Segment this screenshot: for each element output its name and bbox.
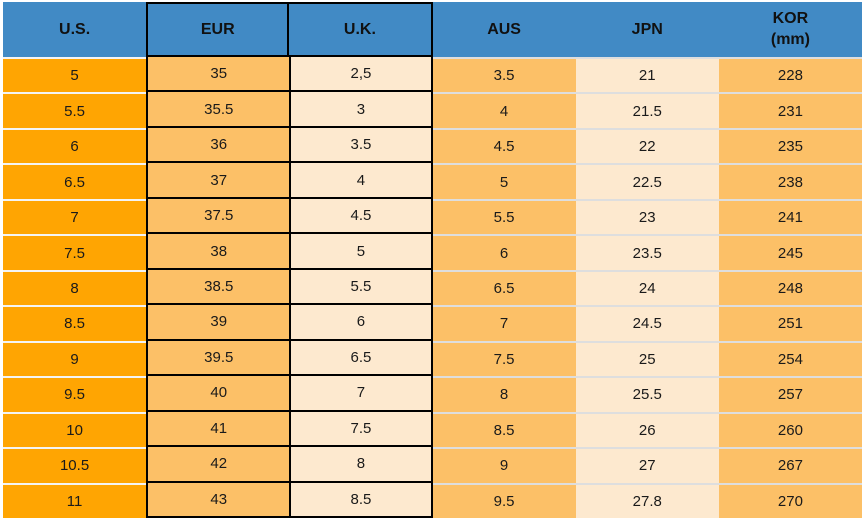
cell-jpn: 21 <box>575 57 719 93</box>
header-aus: AUS <box>432 2 576 57</box>
cell-uk: 4 <box>289 163 433 199</box>
cell-kor: 238 <box>718 163 862 199</box>
cell-kor: 235 <box>718 127 862 164</box>
cell-eur: 38.5 <box>146 269 290 306</box>
cell-us: 10 <box>3 411 147 448</box>
header-eur: EUR <box>146 2 290 57</box>
cell-uk: 7.5 <box>289 411 433 448</box>
cell-uk: 6 <box>289 305 433 341</box>
cell-aus: 8 <box>432 376 576 412</box>
cell-kor: 270 <box>718 482 862 518</box>
header-uk: U.K. <box>289 2 433 57</box>
cell-us: 8 <box>3 269 147 306</box>
header-kor: KOR (mm) <box>718 2 862 57</box>
cell-us: 7 <box>3 198 147 235</box>
cell-uk: 3.5 <box>289 127 433 164</box>
cell-us: 6.5 <box>3 163 147 199</box>
cell-us: 5.5 <box>3 92 147 128</box>
cell-aus: 4.5 <box>432 127 576 164</box>
cell-kor: 231 <box>718 92 862 128</box>
cell-uk: 6.5 <box>289 340 433 377</box>
table-grid: U.S. EUR U.K. AUS JPN KOR (mm) 5 35 2,5 … <box>3 2 862 518</box>
cell-kor: 228 <box>718 57 862 93</box>
cell-eur: 43 <box>146 482 290 518</box>
cell-eur: 35.5 <box>146 92 290 128</box>
cell-kor: 251 <box>718 305 862 341</box>
cell-jpn: 26 <box>575 411 719 448</box>
cell-jpn: 22 <box>575 127 719 164</box>
cell-kor: 267 <box>718 447 862 483</box>
cell-eur: 37.5 <box>146 198 290 235</box>
cell-kor: 257 <box>718 376 862 412</box>
cell-us: 9.5 <box>3 376 147 412</box>
cell-us: 11 <box>3 482 147 518</box>
cell-uk: 2,5 <box>289 57 433 93</box>
cell-kor: 241 <box>718 198 862 235</box>
cell-jpn: 25 <box>575 340 719 377</box>
cell-jpn: 22.5 <box>575 163 719 199</box>
cell-kor: 248 <box>718 269 862 306</box>
cell-kor: 245 <box>718 234 862 270</box>
cell-jpn: 27 <box>575 447 719 483</box>
cell-jpn: 21.5 <box>575 92 719 128</box>
header-kor-sublabel: (mm) <box>770 30 810 48</box>
cell-aus: 8.5 <box>432 411 576 448</box>
cell-aus: 6 <box>432 234 576 270</box>
cell-uk: 7 <box>289 376 433 412</box>
cell-aus: 5.5 <box>432 198 576 235</box>
cell-uk: 5.5 <box>289 269 433 306</box>
header-kor-label: KOR <box>772 9 809 27</box>
cell-eur: 35 <box>146 57 290 93</box>
cell-aus: 7 <box>432 305 576 341</box>
cell-us: 8.5 <box>3 305 147 341</box>
cell-jpn: 25.5 <box>575 376 719 412</box>
cell-jpn: 23 <box>575 198 719 235</box>
cell-kor: 260 <box>718 411 862 448</box>
cell-uk: 4.5 <box>289 198 433 235</box>
header-jpn: JPN <box>575 2 719 57</box>
cell-eur: 41 <box>146 411 290 448</box>
cell-us: 6 <box>3 127 147 164</box>
cell-jpn: 23.5 <box>575 234 719 270</box>
cell-eur: 42 <box>146 447 290 483</box>
cell-eur: 39.5 <box>146 340 290 377</box>
cell-us: 10.5 <box>3 447 147 483</box>
cell-kor: 254 <box>718 340 862 377</box>
header-us: U.S. <box>3 2 147 57</box>
cell-aus: 5 <box>432 163 576 199</box>
cell-aus: 9.5 <box>432 482 576 518</box>
cell-jpn: 24 <box>575 269 719 306</box>
cell-aus: 6.5 <box>432 269 576 306</box>
cell-aus: 9 <box>432 447 576 483</box>
cell-eur: 37 <box>146 163 290 199</box>
cell-us: 9 <box>3 340 147 377</box>
cell-eur: 39 <box>146 305 290 341</box>
cell-eur: 40 <box>146 376 290 412</box>
cell-us: 5 <box>3 57 147 93</box>
cell-eur: 38 <box>146 234 290 270</box>
cell-uk: 5 <box>289 234 433 270</box>
cell-eur: 36 <box>146 127 290 164</box>
cell-uk: 8.5 <box>289 482 433 518</box>
cell-aus: 7.5 <box>432 340 576 377</box>
cell-us: 7.5 <box>3 234 147 270</box>
cell-aus: 3.5 <box>432 57 576 93</box>
cell-uk: 8 <box>289 447 433 483</box>
cell-aus: 4 <box>432 92 576 128</box>
cell-jpn: 24.5 <box>575 305 719 341</box>
cell-jpn: 27.8 <box>575 482 719 518</box>
cell-uk: 3 <box>289 92 433 128</box>
